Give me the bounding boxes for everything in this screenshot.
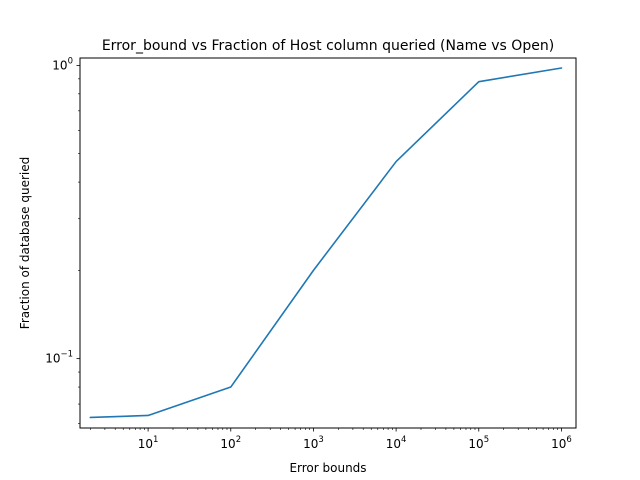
y-tick-label: 100 [52, 56, 73, 72]
x-tick-label: 105 [468, 435, 489, 451]
y-tick-label: 10−1 [45, 350, 73, 366]
x-tick-label: 104 [386, 435, 407, 451]
x-tick-label: 103 [303, 435, 324, 451]
y-axis-label: Fraction of database queried [18, 157, 32, 329]
plot-background [80, 58, 576, 428]
x-axis-label: Error bounds [289, 461, 366, 475]
major-ticks: 101 102 103 104 105 106 10−1 100 [45, 56, 572, 451]
series-layer [89, 67, 563, 419]
x-tick-label: 102 [220, 435, 241, 451]
x-tick-label: 106 [551, 435, 572, 451]
series-line [89, 67, 563, 419]
x-tick-label: 101 [138, 435, 159, 451]
plot-frame [79, 57, 577, 429]
chart-title: Error_bound vs Fraction of Host column q… [102, 38, 554, 54]
